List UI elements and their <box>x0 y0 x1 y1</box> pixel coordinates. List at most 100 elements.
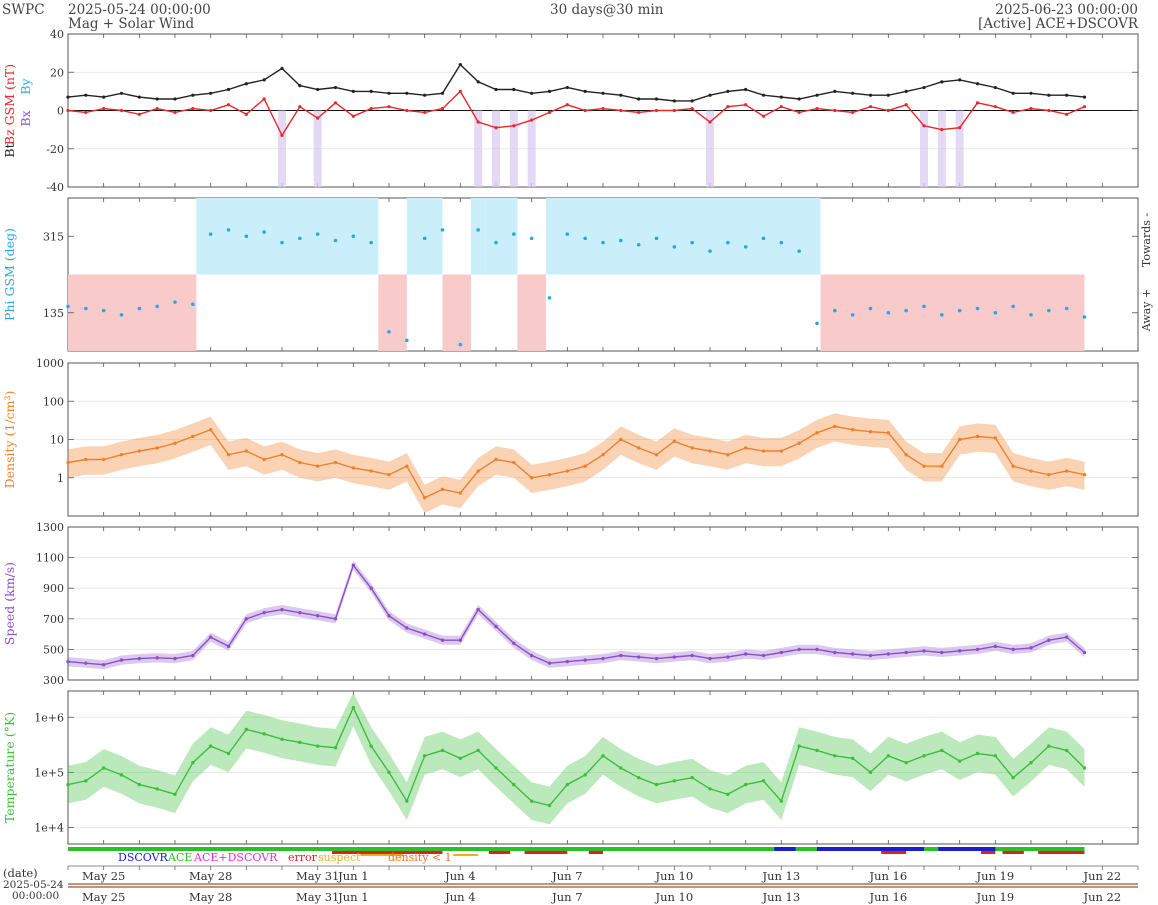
temperature-point <box>298 740 302 745</box>
phi-point <box>904 308 908 313</box>
error-segment <box>488 851 511 854</box>
legend-item: error <box>288 851 318 864</box>
temperature-point <box>405 799 409 803</box>
speed-point <box>726 655 730 659</box>
speed-point <box>1082 650 1087 655</box>
speed-point <box>868 653 873 658</box>
speed-point <box>476 607 480 612</box>
temperature-ytick-label: 1e+5 <box>34 766 64 779</box>
error-segment <box>588 851 603 854</box>
temperature-point <box>708 787 712 791</box>
bz-line <box>67 90 1085 137</box>
error-segment <box>1038 851 1085 854</box>
phi-point <box>815 321 819 326</box>
bz-south-bar <box>937 110 946 187</box>
bt-point <box>1065 93 1069 97</box>
legend-item: ACE+DSCOVR <box>193 851 278 864</box>
density-point <box>458 491 463 495</box>
phi-point <box>975 306 980 311</box>
bt-point <box>868 93 873 97</box>
speed-point <box>280 607 284 612</box>
temperature-point <box>84 779 88 783</box>
bt-point <box>851 91 855 95</box>
phi-point <box>84 306 88 311</box>
density-point <box>298 460 302 465</box>
temperature-point <box>726 792 730 796</box>
temperature-point <box>315 744 320 748</box>
phi-point <box>850 313 855 317</box>
bt-point <box>940 80 944 84</box>
temperature-point <box>1064 748 1069 753</box>
bz-point <box>423 110 427 115</box>
density-point <box>583 464 587 468</box>
phi-point <box>226 228 231 232</box>
bz-point <box>958 126 962 130</box>
phi-point <box>583 236 587 241</box>
speed-point <box>298 610 302 615</box>
bz-point <box>244 112 248 116</box>
bz-point <box>333 101 338 105</box>
phi-point <box>940 313 944 317</box>
temperature-point <box>1029 760 1033 765</box>
speed-point <box>387 614 391 618</box>
bz-point <box>690 106 694 111</box>
x-tick-label: May 25 <box>82 869 125 883</box>
density-point <box>601 453 605 457</box>
temperature-point <box>547 803 552 808</box>
temperature-point <box>262 732 266 736</box>
phi-point <box>761 236 766 241</box>
phi-point <box>565 232 570 236</box>
error-segment <box>1002 851 1024 854</box>
speed-point <box>244 617 249 621</box>
speed-point <box>119 658 124 662</box>
temperature-point <box>601 754 605 758</box>
footer-date-value: 2025-05-24 <box>3 879 64 891</box>
bt-point <box>779 95 783 99</box>
bz-point <box>744 103 748 107</box>
temperature-point <box>886 754 891 758</box>
bz-point <box>975 101 980 105</box>
density-panel: 1000 100 10 1 Density (1/cm³) <box>2 357 1139 517</box>
bz-point <box>1065 112 1069 116</box>
bt-point <box>209 91 213 95</box>
bz-south-bar <box>955 110 964 187</box>
speed-point <box>369 586 373 590</box>
density-point <box>155 446 159 450</box>
bz-point <box>137 112 141 116</box>
density-ytick-label: 100 <box>43 395 64 408</box>
phi-point <box>458 342 463 347</box>
bt-point <box>494 87 498 92</box>
density-point <box>672 439 677 443</box>
temperature-point <box>636 775 641 780</box>
speed-point <box>850 652 855 656</box>
away-sector <box>68 274 197 351</box>
density-ytick-label: 1 <box>57 472 64 485</box>
bz-south-bar <box>706 110 714 187</box>
speed-ytick-label: 300 <box>43 674 64 687</box>
temperature-point <box>850 756 855 760</box>
speed-ytick-label: 1100 <box>36 552 64 565</box>
phi-point <box>405 338 409 343</box>
speed-point <box>351 563 356 567</box>
density-point <box>1082 473 1087 477</box>
bz-point <box>779 105 783 109</box>
speed-point <box>833 650 837 655</box>
bz-point <box>512 124 516 128</box>
density-point <box>280 453 284 457</box>
density-point <box>815 431 819 435</box>
temperature-point <box>369 744 373 748</box>
bz-point <box>726 105 730 109</box>
density-point <box>244 449 249 453</box>
x-tick-label: May 31 <box>296 869 339 883</box>
speed-point <box>886 652 891 656</box>
bz-south-bar <box>278 110 286 187</box>
density-point <box>173 441 177 445</box>
speed-ytick-label: 700 <box>43 613 64 626</box>
phi-panel: 315 135 Phi GSM (deg) Towards - Away + <box>2 197 1153 352</box>
speed-ytick-label: 1300 <box>36 521 64 534</box>
density-point <box>1011 464 1015 468</box>
bt-point <box>565 85 569 90</box>
temperature-point <box>654 782 659 787</box>
